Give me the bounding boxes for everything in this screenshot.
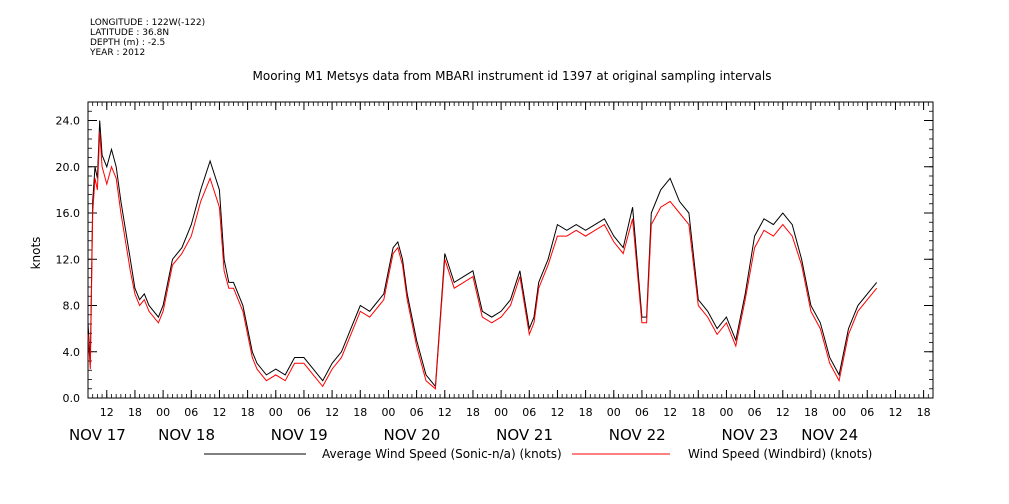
x-tick-label: 18 xyxy=(353,406,367,419)
x-tick-label: 18 xyxy=(241,406,255,419)
x-tick-label: 00 xyxy=(381,406,395,419)
legend-label-2: Wind Speed (Windbird) (knots) xyxy=(688,447,872,461)
x-tick-label: 12 xyxy=(550,406,564,419)
x-tick-label: 18 xyxy=(466,406,480,419)
x-tick-label: 12 xyxy=(100,406,114,419)
x-tick-label: 06 xyxy=(635,406,649,419)
x-tick-label: 06 xyxy=(297,406,311,419)
x-day-label: NOV 20 xyxy=(383,426,440,444)
y-tick-label: 24.0 xyxy=(56,115,81,128)
x-tick-label: 06 xyxy=(860,406,874,419)
x-tick-label: 00 xyxy=(719,406,733,419)
x-tick-label: 12 xyxy=(663,406,677,419)
x-tick-label: 12 xyxy=(888,406,902,419)
x-tick-label: 00 xyxy=(607,406,621,419)
meta-depth: DEPTH (m) : -2.5 xyxy=(90,38,166,48)
x-tick-label: 12 xyxy=(776,406,790,419)
x-day-label: NOV 23 xyxy=(721,426,778,444)
x-tick-label: 06 xyxy=(410,406,424,419)
plot-frame xyxy=(87,101,934,399)
meta-year: YEAR : 2012 xyxy=(90,48,146,58)
y-axis-label: knots xyxy=(29,237,43,270)
x-tick-label: 12 xyxy=(325,406,339,419)
x-tick-label: 00 xyxy=(156,406,170,419)
x-tick-label: 06 xyxy=(522,406,536,419)
x-day-label: NOV 22 xyxy=(609,426,666,444)
legend: Average Wind Speed (Sonic-n/a) (knots) Wi… xyxy=(204,447,872,461)
x-day-label: NOV 18 xyxy=(158,426,215,444)
x-day-label: NOV 24 xyxy=(801,426,858,444)
series-group xyxy=(87,120,878,390)
series-line-2 xyxy=(87,132,878,390)
x-tick-label: 18 xyxy=(691,406,705,419)
legend-label-1: Average Wind Speed (Sonic-n/a) (knots) xyxy=(322,447,562,461)
x-day-label: NOV 21 xyxy=(496,426,553,444)
x-tick-label: 18 xyxy=(579,406,593,419)
x-tick-label: 06 xyxy=(748,406,762,419)
x-tick-label: 06 xyxy=(184,406,198,419)
y-tick-label: 8.0 xyxy=(63,300,81,313)
y-tick-label: 12.0 xyxy=(56,253,81,266)
x-tick-label: 12 xyxy=(212,406,226,419)
meta-longitude: LONGITUDE : 122W(-122) xyxy=(90,18,206,28)
x-tick-label: 18 xyxy=(128,406,142,419)
x-day-label: NOV 19 xyxy=(271,426,328,444)
axes: 12 18 00 06 12 18 00 06 12 18 00 06 12 18 00 06 12 18 00 06… xyxy=(56,101,934,444)
y-tick-label: 4.0 xyxy=(63,346,81,359)
x-tick-label: 00 xyxy=(494,406,508,419)
x-tick-label: 18 xyxy=(804,406,818,419)
x-tick-label: 00 xyxy=(269,406,283,419)
x-tick-label: 18 xyxy=(917,406,931,419)
y-tick-label: 16.0 xyxy=(56,207,81,220)
meta-latitude: LATITUDE : 36.8N xyxy=(90,28,170,38)
series-line-1 xyxy=(87,120,878,388)
x-day-label: NOV 17 xyxy=(69,426,126,444)
chart-title: Mooring M1 Metsys data from MBARI instru… xyxy=(253,69,772,83)
metadata-block: LONGITUDE : 122W(-122) LATITUDE : 36.8N … xyxy=(90,18,205,58)
x-tick-label: 12 xyxy=(438,406,452,419)
y-tick-label: 0.0 xyxy=(63,392,81,405)
x-tick-label: 00 xyxy=(832,406,846,419)
y-tick-label: 20.0 xyxy=(56,161,81,174)
